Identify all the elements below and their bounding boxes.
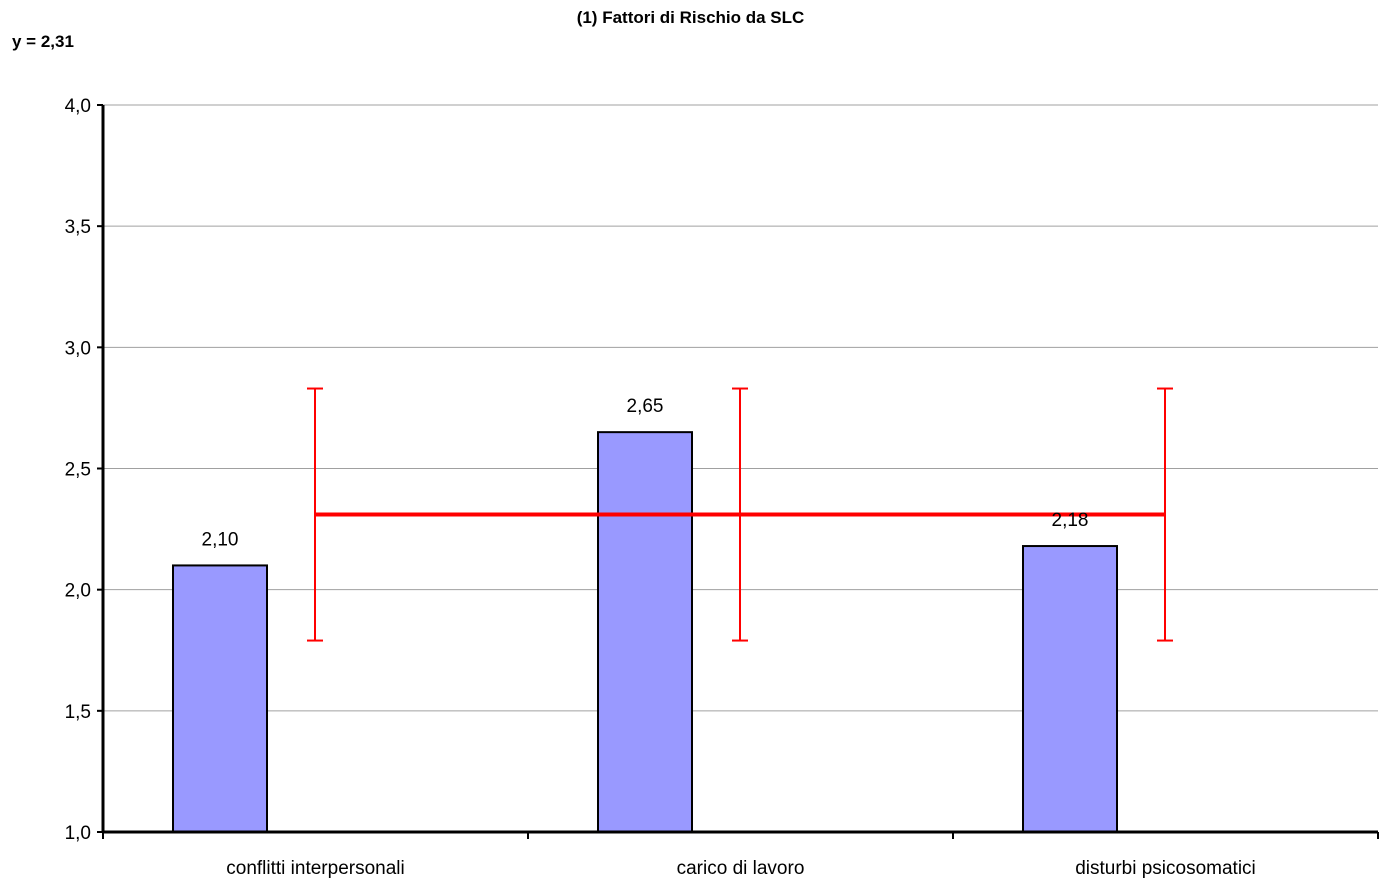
x-tick-label: carico di lavoro [677,858,805,879]
reference-error-bars [307,387,1173,642]
labels: 1,0 1,5 2,0 2,5 3,0 3,5 4,0 2,10 conflitti inter… [65,96,1256,879]
x-tick-label: conflitti interpersonali [226,858,404,879]
bar [172,564,268,834]
bar [597,431,693,833]
bar [1022,545,1118,834]
bar-value-label: 2,18 [1052,510,1089,531]
y-tick-label: 1,5 [65,702,91,723]
x-tick-label: disturbi psicosomatici [1075,858,1256,879]
y-tick-label: 4,0 [65,96,91,117]
axes [97,104,1379,839]
y-tick-label: 3,5 [65,217,91,238]
y-tick-label: 2,0 [65,581,91,602]
bars [172,431,1118,834]
bar-value-label: 2,10 [202,529,239,550]
reference-value-label: y = 2,31 [12,32,74,51]
bar-value-label: 2,65 [627,396,664,417]
y-tick-label: 3,0 [65,338,91,359]
y-tick-label: 1,0 [65,823,91,844]
y-tick-label: 2,5 [65,460,91,481]
chart-title: (1) Fattori di Rischio da SLC [576,8,805,27]
